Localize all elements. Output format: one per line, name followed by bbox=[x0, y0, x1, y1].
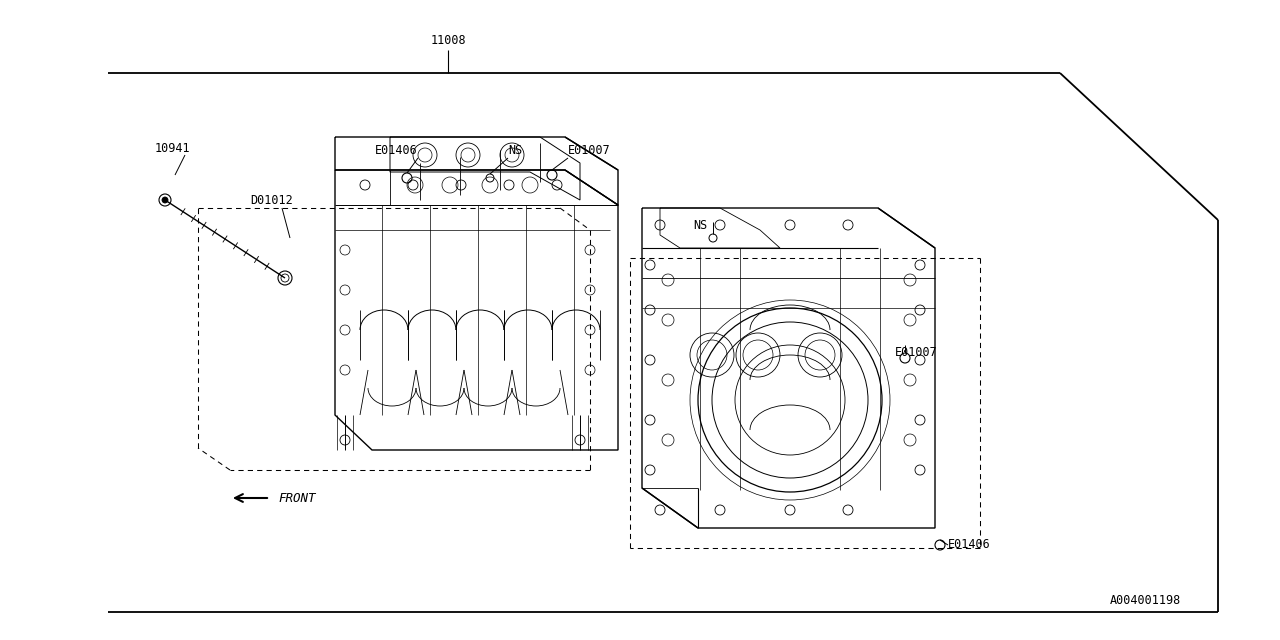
Text: D01012: D01012 bbox=[250, 193, 293, 207]
Text: E01406: E01406 bbox=[375, 143, 417, 157]
Circle shape bbox=[163, 197, 168, 203]
Text: 10941: 10941 bbox=[155, 141, 191, 154]
Text: 11008: 11008 bbox=[430, 33, 466, 47]
Text: FRONT: FRONT bbox=[278, 492, 315, 504]
Text: NS: NS bbox=[692, 218, 708, 232]
Text: NS: NS bbox=[508, 143, 522, 157]
Text: E01007: E01007 bbox=[568, 143, 611, 157]
Text: A004001198: A004001198 bbox=[1110, 593, 1181, 607]
Text: E01007: E01007 bbox=[895, 346, 938, 358]
Text: E01406: E01406 bbox=[948, 538, 991, 552]
